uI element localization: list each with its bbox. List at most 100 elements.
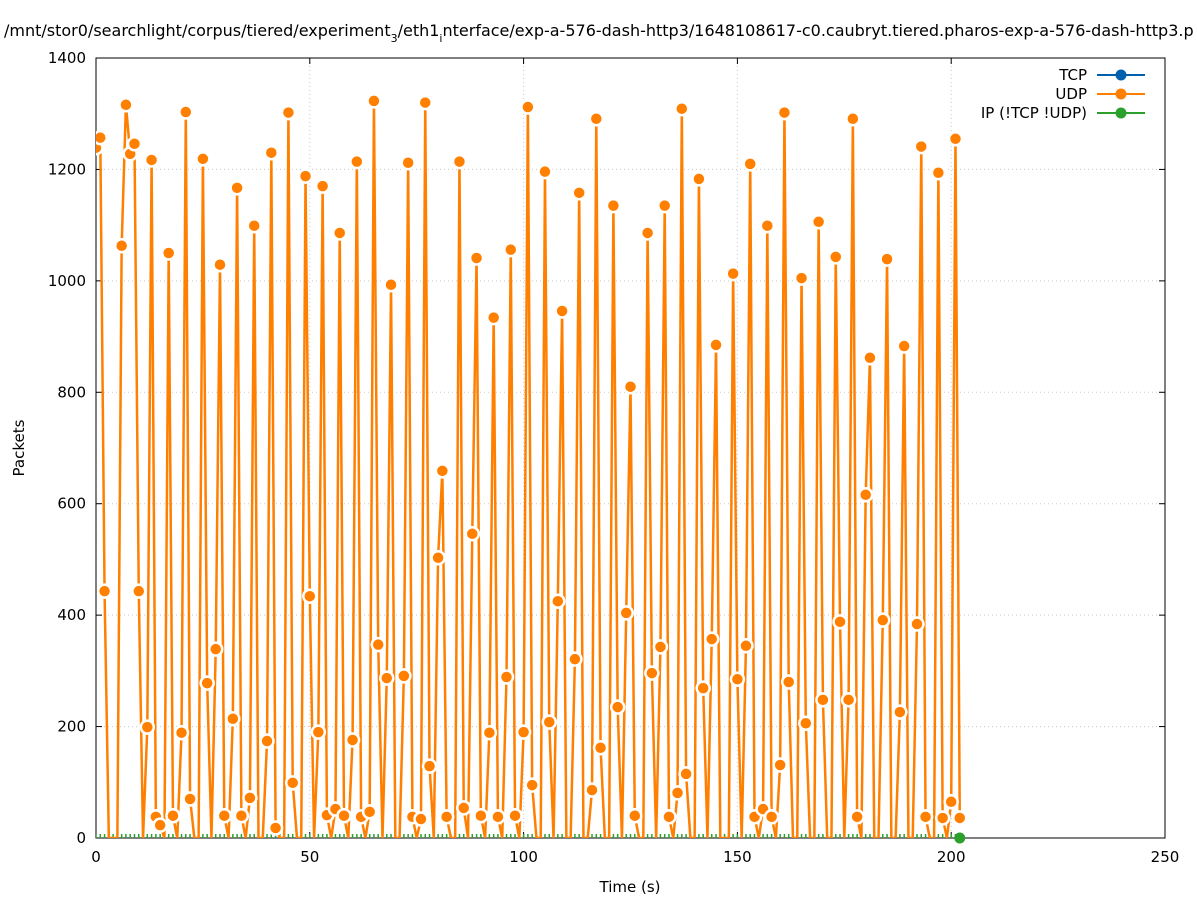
udp-data-point bbox=[520, 99, 536, 115]
udp-data-point bbox=[131, 583, 147, 599]
chart-title: /mnt/stor0/searchlight/corpus/tiered/exp… bbox=[4, 21, 1194, 45]
udp-data-point bbox=[703, 631, 720, 647]
udp-data-point bbox=[759, 217, 776, 234]
udp-data-point bbox=[772, 757, 788, 773]
udp-data-point bbox=[160, 245, 177, 261]
udp-data-point bbox=[349, 153, 365, 170]
udp-data-point bbox=[451, 153, 468, 170]
x-tick-label: 0 bbox=[91, 848, 101, 866]
udp-data-point bbox=[947, 131, 964, 147]
y-axis-label: Packets bbox=[10, 419, 28, 476]
udp-data-point bbox=[678, 766, 694, 782]
udp-data-point bbox=[336, 807, 352, 824]
udp-data-point bbox=[438, 809, 455, 825]
udp-data-point bbox=[840, 692, 857, 708]
udp-data-point bbox=[815, 692, 831, 708]
x-tick-label: 50 bbox=[300, 848, 319, 866]
legend-label: UDP bbox=[1055, 85, 1087, 103]
udp-data-point bbox=[430, 550, 446, 566]
udp-data-point bbox=[622, 378, 639, 395]
y-tick-label: 600 bbox=[57, 495, 86, 513]
udp-data-point bbox=[691, 171, 707, 187]
udp-data-point bbox=[421, 758, 438, 774]
udp-data-point bbox=[952, 810, 968, 826]
udp-data-point bbox=[118, 97, 134, 113]
udp-data-point bbox=[259, 733, 275, 749]
udp-data-point bbox=[199, 675, 215, 691]
udp-data-point bbox=[913, 138, 930, 155]
udp-data-point bbox=[656, 197, 673, 214]
udp-data-point bbox=[344, 732, 361, 748]
udp-data-point bbox=[780, 674, 797, 690]
udp-data-point bbox=[524, 777, 540, 793]
udp-data-point bbox=[695, 680, 711, 696]
udp-data-point bbox=[490, 809, 506, 825]
udp-data-point bbox=[284, 775, 301, 791]
udp-data-point bbox=[827, 249, 844, 265]
udp-data-point bbox=[537, 163, 553, 180]
udp-data-point bbox=[849, 809, 865, 825]
x-axis-label: Time (s) bbox=[599, 878, 661, 896]
udp-data-point bbox=[464, 526, 481, 542]
udp-data-point bbox=[455, 800, 472, 816]
y-tick-label: 1000 bbox=[48, 272, 86, 290]
udp-data-point bbox=[413, 811, 429, 827]
udp-data-point bbox=[485, 309, 502, 326]
udp-data-point bbox=[263, 144, 280, 161]
udp-data-point bbox=[798, 715, 814, 731]
udp-data-point bbox=[370, 636, 386, 653]
udp-data-point bbox=[857, 487, 874, 503]
udp-data-point bbox=[361, 804, 378, 820]
udp-data-point bbox=[165, 807, 181, 824]
y-tick-label: 800 bbox=[57, 383, 86, 401]
udp-data-point bbox=[96, 583, 113, 599]
udp-data-point bbox=[96, 129, 109, 146]
udp-data-point bbox=[473, 807, 489, 824]
udp-data-point bbox=[571, 185, 587, 201]
legend-marker bbox=[1115, 88, 1127, 100]
udp-data-point bbox=[314, 178, 331, 194]
udp-data-point bbox=[331, 225, 348, 241]
udp-data-point bbox=[725, 265, 741, 282]
udp-data-point bbox=[139, 719, 156, 735]
udp-data-point bbox=[943, 794, 959, 810]
udp-data-point bbox=[481, 724, 498, 741]
udp-data-point bbox=[302, 588, 318, 604]
y-tick-label: 400 bbox=[57, 606, 86, 624]
udp-data-point bbox=[267, 820, 284, 836]
udp-data-point bbox=[934, 810, 951, 826]
udp-data-point bbox=[909, 616, 925, 632]
udp-data-point bbox=[173, 724, 190, 741]
udp-data-point bbox=[152, 817, 168, 833]
udp-data-point bbox=[182, 791, 198, 807]
udp-data-point bbox=[396, 668, 412, 684]
udp-data-point bbox=[503, 241, 519, 258]
udp-data-point bbox=[468, 250, 485, 266]
udp-data-point bbox=[379, 670, 395, 686]
udp-data-point bbox=[832, 614, 848, 630]
udp-data-point bbox=[584, 782, 600, 798]
legend-label: TCP bbox=[1058, 66, 1087, 84]
udp-data-point bbox=[896, 338, 912, 354]
udp-data-point bbox=[417, 94, 434, 111]
udp-data-point bbox=[233, 807, 250, 824]
udp-data-point bbox=[216, 807, 233, 824]
udp-data-point bbox=[434, 463, 451, 479]
udp-data-point bbox=[609, 699, 626, 715]
udp-data-point bbox=[618, 605, 634, 621]
udp-data-point bbox=[498, 669, 515, 685]
x-tick-label: 100 bbox=[509, 848, 538, 866]
legend-label: IP (!TCP !UDP) bbox=[981, 104, 1087, 122]
udp-data-point bbox=[242, 790, 258, 806]
udp-data-point bbox=[143, 152, 160, 168]
udp-data-point bbox=[550, 593, 566, 609]
legend-marker bbox=[1115, 69, 1127, 81]
udp-data-point bbox=[862, 349, 878, 366]
udp-data-point bbox=[917, 809, 934, 825]
udp-data-point bbox=[892, 704, 908, 720]
udp-data-point bbox=[661, 809, 677, 825]
udp-data-point bbox=[207, 641, 224, 657]
udp-data-point bbox=[515, 724, 532, 740]
